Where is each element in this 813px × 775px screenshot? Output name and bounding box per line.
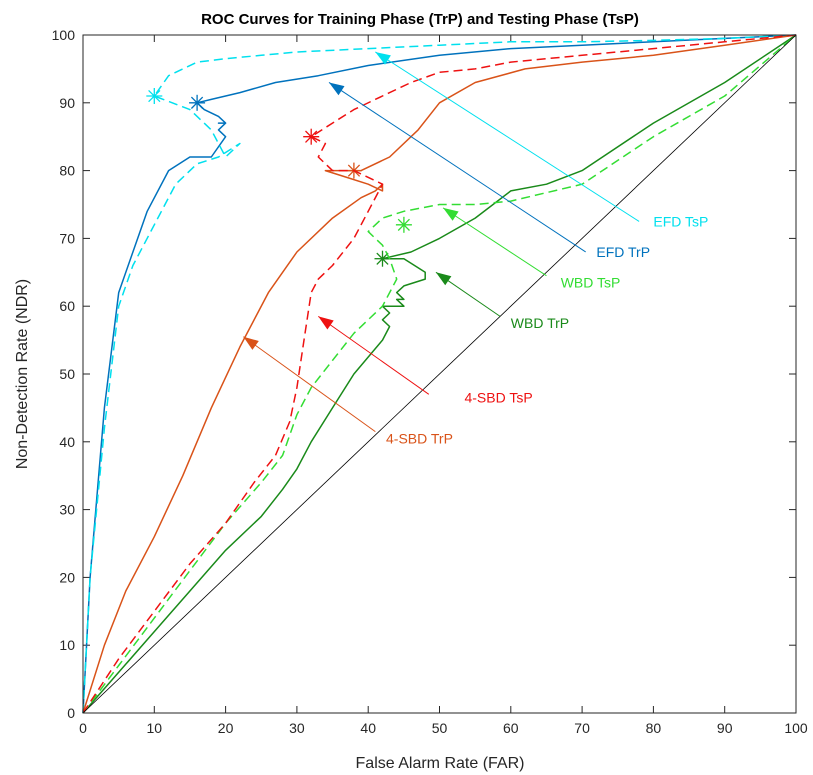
y-tick-label: 0 — [67, 705, 75, 721]
y-tick-label: 20 — [59, 569, 75, 585]
x-tick-label: 20 — [218, 720, 234, 736]
efd-trp-arrowhead — [329, 82, 345, 96]
y-tick-label: 10 — [59, 637, 75, 653]
x-tick-label: 60 — [503, 720, 519, 736]
x-tick-label: 50 — [432, 720, 448, 736]
x-tick-label: 90 — [717, 720, 733, 736]
4-sbd-tsp-line — [82, 34, 797, 714]
y-tick-label: 30 — [59, 502, 75, 518]
y-tick-label: 50 — [59, 366, 75, 382]
x-tick-label: 40 — [360, 720, 376, 736]
efd-tsp-annotation-arrow — [375, 51, 640, 222]
y-tick-label: 40 — [59, 434, 75, 450]
efd-trp-annotation-label: EFD TrP — [596, 244, 650, 260]
x-axis-label: False Alarm Rate (FAR) — [356, 755, 525, 772]
wbd-trp-arrowhead — [435, 272, 452, 286]
4-sbd-trp-arrowhead — [243, 336, 259, 350]
x-tick-label: 0 — [79, 720, 87, 736]
y-tick-label: 100 — [52, 27, 76, 43]
series-layer — [82, 34, 797, 714]
x-tick-label: 70 — [574, 720, 590, 736]
x-tick-label: 100 — [784, 720, 808, 736]
wbd-tsp-arrowhead — [443, 207, 459, 221]
4-sbd-tsp-star-marker — [303, 128, 320, 145]
x-tick-label: 10 — [147, 720, 163, 736]
4-sbd-trp-line — [82, 34, 797, 714]
4-sbd-tsp-annotation-label: 4-SBD TsP — [464, 390, 532, 406]
efd-trp-star-stroke — [190, 96, 204, 109]
y-tick-label: 90 — [59, 95, 75, 111]
wbd-trp-line — [82, 34, 797, 714]
wbd-tsp-star-stroke — [397, 218, 410, 231]
axis-ticks: 0 10 20 30 40 50 60 70 80 90 100 0 10 20 30 40 50 60 70 80 9… — [52, 27, 808, 736]
efd-trp-star-marker — [189, 94, 206, 111]
wbd-tsp-line — [82, 34, 797, 714]
efd-tsp-line — [82, 34, 797, 714]
4-sbd-tsp-annotation-arrow — [318, 315, 430, 395]
wbd-tsp-annotation-arrow — [442, 207, 547, 277]
efd-tsp-star-marker — [146, 88, 163, 104]
x-tick-label: 30 — [289, 720, 305, 736]
wbd-tsp-annotation-label: WBD TsP — [561, 274, 621, 290]
wbd-trp-star-stroke — [376, 252, 389, 265]
4-sbd-trp-annotation-arrow — [243, 336, 376, 433]
x-tick-label: 80 — [646, 720, 662, 736]
wbd-trp-annotation-label: WBD TrP — [511, 315, 569, 331]
wbd-trp-star-marker — [374, 250, 391, 267]
4-sbd-tsp-arrowhead — [318, 316, 334, 330]
plot-frame — [82, 34, 797, 714]
efd-trp-line — [82, 34, 797, 714]
efd-tsp-annotation-label: EFD TsP — [653, 213, 708, 229]
efd-tsp-arrowhead — [375, 52, 391, 65]
chart-title: ROC Curves for Training Phase (TrP) and … — [201, 11, 639, 28]
wbd-tsp-star-marker — [395, 216, 412, 233]
y-axis-label: Non-Detection Rate (NDR) — [14, 279, 31, 469]
efd-trp-annotation-arrow — [328, 82, 586, 253]
4-sbd-tsp-star-stroke — [305, 130, 318, 143]
y-tick-label: 80 — [59, 163, 75, 179]
efd-tsp-star-stroke — [148, 89, 161, 103]
y-tick-label: 60 — [59, 298, 75, 314]
diagonal-line — [82, 34, 797, 714]
4-sbd-trp-annotation-label: 4-SBD TrP — [386, 430, 453, 446]
y-tick-label: 70 — [59, 230, 75, 246]
